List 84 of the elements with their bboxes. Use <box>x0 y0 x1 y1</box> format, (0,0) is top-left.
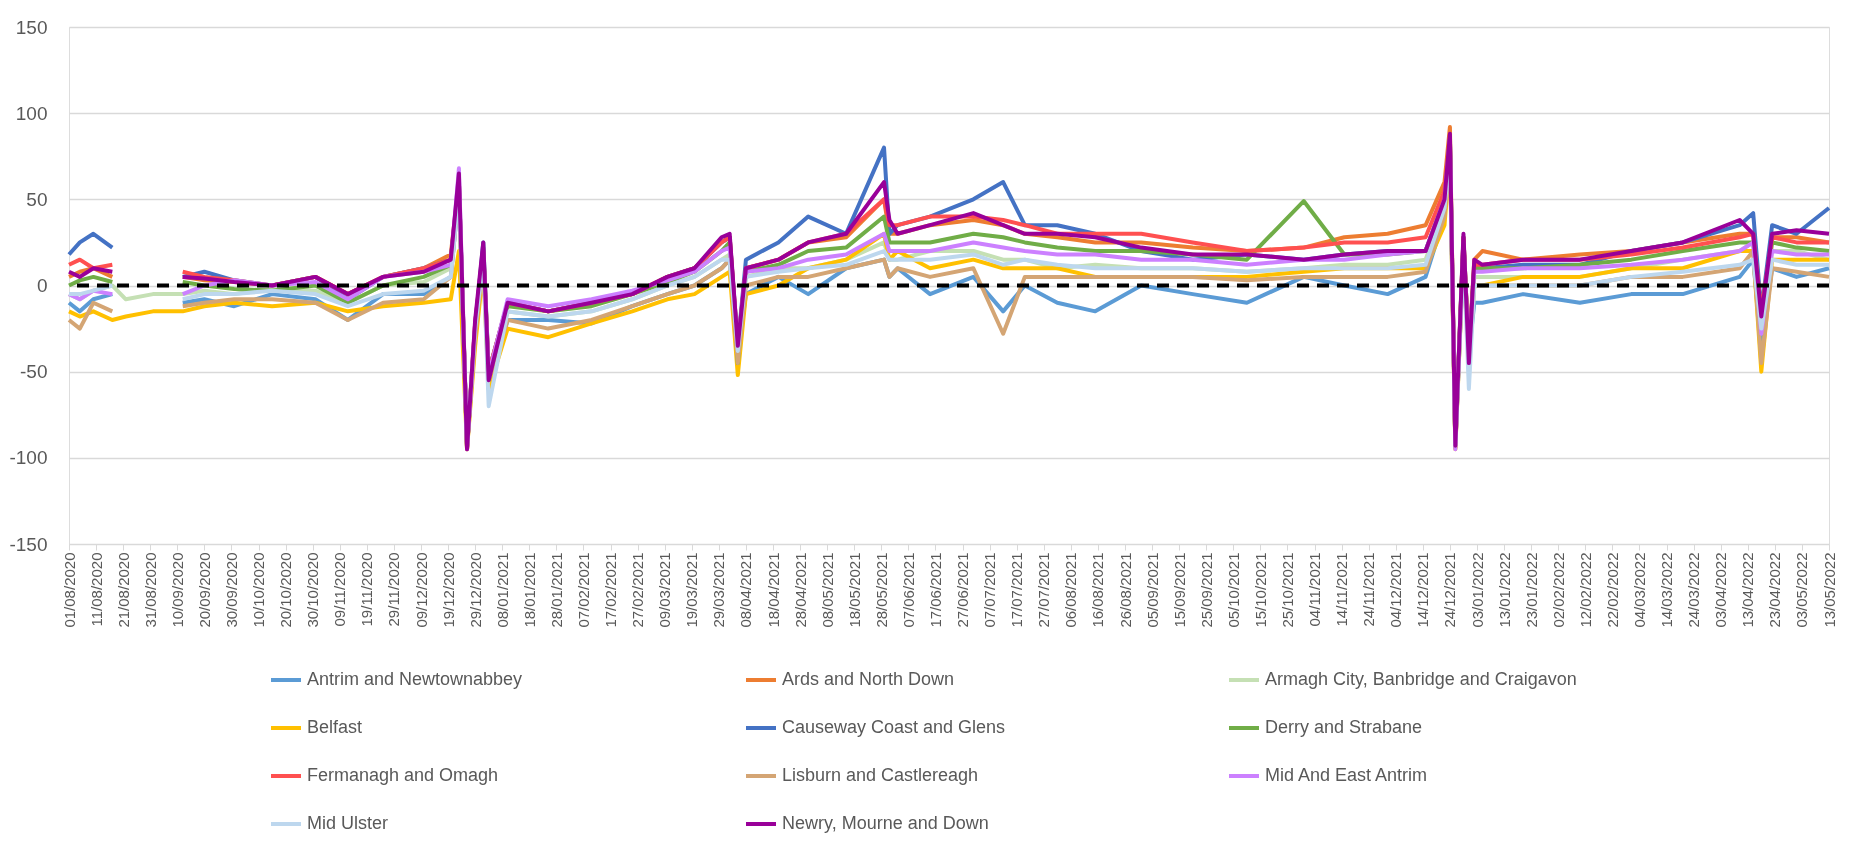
x-tick-label: 04/12/2021 <box>1387 552 1405 628</box>
x-tick-label: 19/12/2020 <box>439 552 457 628</box>
x-tick-label: 03/01/2022 <box>1468 552 1486 628</box>
x-tick-label: 21/08/2020 <box>114 552 132 628</box>
x-tick-label: 27/02/2021 <box>629 552 647 628</box>
x-tick-label: 31/08/2020 <box>141 552 159 628</box>
x-tick-label: 23/04/2022 <box>1766 552 1784 628</box>
legend-label: Newry, Mourne and Down <box>782 813 989 833</box>
x-tick-label: 05/10/2021 <box>1224 552 1242 628</box>
x-tick-label: 18/05/2021 <box>845 552 863 628</box>
y-tick-label: -100 <box>9 447 48 469</box>
x-tick-label: 22/02/2022 <box>1603 552 1621 628</box>
x-tick-label: 07/07/2021 <box>981 552 999 628</box>
x-tick-label: 29/12/2020 <box>466 552 484 628</box>
x-tick-label: 03/05/2022 <box>1793 552 1811 628</box>
x-tick-label: 09/12/2020 <box>412 552 430 628</box>
x-tick-label: 10/10/2020 <box>250 552 268 628</box>
x-tick-label: 04/03/2022 <box>1630 552 1648 628</box>
x-tick-label: 03/04/2022 <box>1712 552 1730 628</box>
x-tick-label: 24/12/2021 <box>1441 552 1459 628</box>
legend-label: Lisburn and Castlereagh <box>782 765 979 785</box>
x-tick-label: 15/09/2021 <box>1170 552 1188 628</box>
x-tick-label: 25/09/2021 <box>1197 552 1215 628</box>
x-tick-label: 18/01/2021 <box>520 552 538 628</box>
x-tick-label: 28/01/2021 <box>547 552 565 628</box>
x-tick-label: 17/06/2021 <box>926 552 944 628</box>
x-tick-label: 20/10/2020 <box>277 552 295 628</box>
x-tick-label: 05/09/2021 <box>1143 552 1161 628</box>
x-tick-label: 12/02/2022 <box>1576 552 1594 628</box>
y-tick-label: -150 <box>9 533 48 555</box>
legend-label: Mid And East Antrim <box>1265 765 1428 785</box>
x-tick-label: 27/06/2021 <box>954 552 972 628</box>
legend-label: Ards and North Down <box>782 669 955 689</box>
x-tick-label: 08/05/2021 <box>818 552 836 628</box>
x-tick-label: 18/04/2021 <box>764 552 782 628</box>
x-tick-label: 20/09/2020 <box>195 552 213 628</box>
x-tick-label: 27/07/2021 <box>1035 552 1053 628</box>
x-tick-label: 07/06/2021 <box>899 552 917 628</box>
x-tick-label: 24/11/2021 <box>1360 552 1378 627</box>
x-tick-label: 09/11/2020 <box>331 552 349 627</box>
x-tick-label: 06/08/2021 <box>1062 552 1080 628</box>
x-tick-label: 01/08/2020 <box>60 552 78 628</box>
x-tick-label: 14/12/2021 <box>1414 552 1432 628</box>
x-tick-label: 28/04/2021 <box>791 552 809 628</box>
legend-label: Causeway Coast and Glens <box>782 717 1006 737</box>
x-tick-label: 08/01/2021 <box>493 552 511 628</box>
legend-label: Fermanagh and Omagh <box>307 765 499 785</box>
x-tick-label: 19/03/2021 <box>683 552 701 628</box>
y-tick-label: -50 <box>20 361 48 383</box>
x-tick-label: 16/08/2021 <box>1089 552 1107 628</box>
x-tick-label: 29/11/2020 <box>385 552 403 627</box>
x-tick-label: 17/07/2021 <box>1008 552 1026 628</box>
x-tick-label: 17/02/2021 <box>602 552 620 628</box>
x-tick-label: 23/01/2022 <box>1522 552 1540 628</box>
x-tick-label: 19/11/2020 <box>358 552 376 627</box>
x-tick-label: 26/08/2021 <box>1116 552 1134 628</box>
legend-label: Mid Ulster <box>307 813 389 833</box>
x-tick-label: 07/02/2021 <box>574 552 592 628</box>
x-tick-label: 15/10/2021 <box>1251 552 1269 628</box>
x-tick-label: 30/10/2020 <box>304 552 322 628</box>
x-tick-label: 13/04/2022 <box>1739 552 1757 628</box>
legend-label: Belfast <box>307 717 363 737</box>
legend-label: Armagh City, Banbridge and Craigavon <box>1265 669 1577 689</box>
x-tick-label: 25/10/2021 <box>1278 552 1296 628</box>
x-tick-label: 10/09/2020 <box>168 552 186 628</box>
y-tick-label: 0 <box>36 275 48 296</box>
x-tick-label: 28/05/2021 <box>872 552 890 628</box>
x-tick-label: 14/11/2021 <box>1333 552 1351 627</box>
legend-label: Antrim and Newtownabbey <box>307 669 523 689</box>
x-tick-label: 08/04/2021 <box>737 552 755 628</box>
x-tick-label: 30/09/2020 <box>222 552 240 628</box>
x-tick-label: 14/03/2022 <box>1658 552 1676 628</box>
x-tick-label: 11/08/2020 <box>87 552 105 627</box>
x-tick-label: 02/02/2022 <box>1549 552 1567 628</box>
x-tick-label: 13/05/2022 <box>1820 552 1838 628</box>
x-tick-label: 13/01/2022 <box>1495 552 1513 628</box>
y-tick-label: 150 <box>15 16 48 38</box>
y-tick-label: 100 <box>15 102 48 124</box>
x-tick-label: 29/03/2021 <box>710 552 728 628</box>
x-tick-label: 04/11/2021 <box>1306 552 1324 627</box>
y-tick-label: 50 <box>26 188 48 210</box>
x-tick-label: 09/03/2021 <box>656 552 674 628</box>
legend-label: Derry and Strabane <box>1265 717 1423 737</box>
x-tick-label: 24/03/2022 <box>1685 552 1703 628</box>
